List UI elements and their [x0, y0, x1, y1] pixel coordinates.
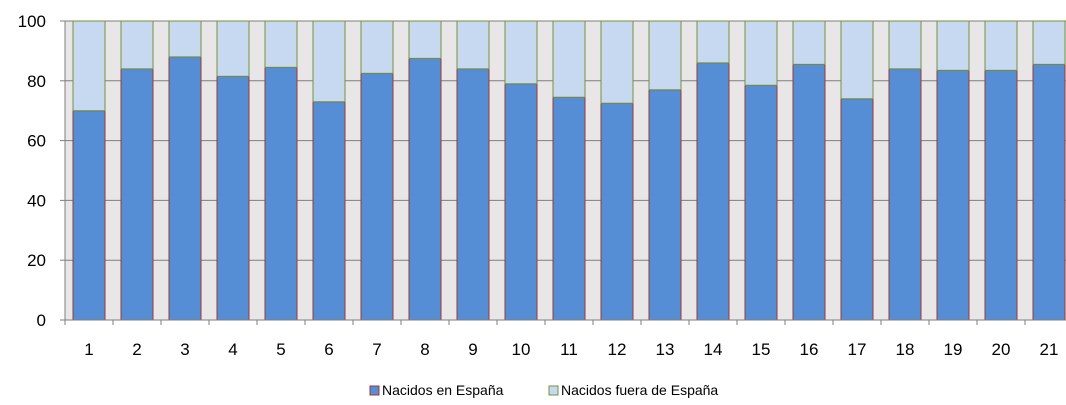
bar-nacidos-fuera-de-espana	[216, 20, 250, 77]
bar-nacidos-en-espana	[456, 68, 490, 321]
x-tick-label: 7	[372, 340, 381, 359]
bar-nacidos-en-espana	[552, 96, 586, 321]
legend-swatch-nacidos-en-espana	[369, 385, 380, 396]
bar-nacidos-en-espana	[696, 62, 730, 321]
bar-nacidos-en-espana	[408, 57, 442, 321]
x-tick-label: 16	[800, 340, 819, 359]
bar-nacidos-fuera-de-espana	[504, 20, 538, 85]
y-tick-label: 60	[27, 132, 46, 151]
bar-nacidos-en-espana	[648, 89, 682, 321]
x-tick-label: 20	[992, 340, 1011, 359]
bar-nacidos-fuera-de-espana	[840, 20, 874, 100]
bar-nacidos-fuera-de-espana	[456, 20, 490, 70]
bar-nacidos-en-espana	[312, 101, 346, 321]
bar-nacidos-en-espana	[264, 66, 298, 321]
bar-nacidos-en-espana	[984, 69, 1018, 321]
bar-nacidos-fuera-de-espana	[264, 20, 298, 68]
bar-nacidos-en-espana	[216, 75, 250, 321]
y-tick-label: 0	[37, 311, 46, 330]
x-tick-label: 15	[752, 340, 771, 359]
x-tick-label: 14	[704, 340, 723, 359]
bar-nacidos-fuera-de-espana	[792, 20, 826, 65]
bar-nacidos-en-espana	[792, 63, 826, 321]
y-tick-label: 100	[18, 12, 46, 31]
bar-nacidos-fuera-de-espana	[936, 20, 970, 71]
bar-nacidos-en-espana	[360, 72, 394, 321]
x-tick-label: 11	[560, 340, 578, 359]
y-axis-ticks: 0 20 40 60 80 100	[18, 12, 65, 330]
bar-nacidos-fuera-de-espana	[168, 20, 202, 58]
legend-label-nacidos-fuera-de-espana: Nacidos fuera de España	[561, 382, 718, 398]
x-tick-label: 3	[180, 340, 189, 359]
bar-nacidos-fuera-de-espana	[744, 20, 778, 86]
x-tick-label: 19	[944, 340, 963, 359]
x-tick-label: 1	[84, 340, 93, 359]
x-tick-label: 17	[848, 340, 867, 359]
x-tick-label: 18	[896, 340, 915, 359]
bar-nacidos-fuera-de-espana	[648, 20, 682, 91]
x-tick-label: 21	[1040, 340, 1059, 359]
bar-nacidos-fuera-de-espana	[120, 20, 154, 70]
bar-nacidos-en-espana	[120, 68, 154, 321]
x-tick-label: 10	[512, 340, 531, 359]
x-tick-label: 13	[656, 340, 675, 359]
bar-nacidos-en-espana	[1032, 63, 1066, 321]
bar-nacidos-fuera-de-espana	[696, 20, 730, 64]
bar-nacidos-fuera-de-espana	[312, 20, 346, 103]
x-tick-label: 8	[420, 340, 429, 359]
bar-nacidos-fuera-de-espana	[984, 20, 1018, 71]
bar-nacidos-en-espana	[72, 110, 106, 321]
y-tick-label: 80	[27, 72, 46, 91]
bar-nacidos-en-espana	[888, 68, 922, 321]
bar-nacidos-fuera-de-espana	[552, 20, 586, 98]
y-tick-label: 40	[27, 191, 46, 210]
x-tick-label: 5	[276, 340, 285, 359]
bar-nacidos-fuera-de-espana	[1032, 20, 1066, 65]
bar-nacidos-en-espana	[744, 84, 778, 321]
bar-nacidos-fuera-de-espana	[360, 20, 394, 74]
bar-nacidos-fuera-de-espana	[600, 20, 634, 104]
legend: Nacidos en España Nacidos fuera de Españ…	[369, 382, 718, 398]
bar-nacidos-en-espana	[168, 56, 202, 321]
bar-nacidos-en-espana	[936, 69, 970, 321]
bar-nacidos-fuera-de-espana	[408, 20, 442, 59]
x-tick-label: 12	[608, 340, 627, 359]
x-tick-label: 4	[228, 340, 237, 359]
x-tick-label: 2	[132, 340, 141, 359]
x-axis-ticks: 1 2 3 4 5 6 7 8 9 10 11 12 13 14 15 16 17 18 19 20 21	[64, 320, 1059, 359]
bars	[72, 20, 1066, 321]
bar-nacidos-en-espana	[504, 83, 538, 321]
bar-nacidos-en-espana	[840, 98, 874, 321]
legend-swatch-nacidos-fuera-de-espana	[548, 385, 559, 396]
bar-nacidos-fuera-de-espana	[888, 20, 922, 70]
x-tick-label: 6	[324, 340, 333, 359]
y-tick-label: 20	[27, 251, 46, 270]
bar-nacidos-fuera-de-espana	[72, 20, 106, 112]
legend-label-nacidos-en-espana: Nacidos en España	[382, 382, 504, 398]
x-tick-label: 9	[468, 340, 477, 359]
bar-nacidos-en-espana	[600, 102, 634, 321]
